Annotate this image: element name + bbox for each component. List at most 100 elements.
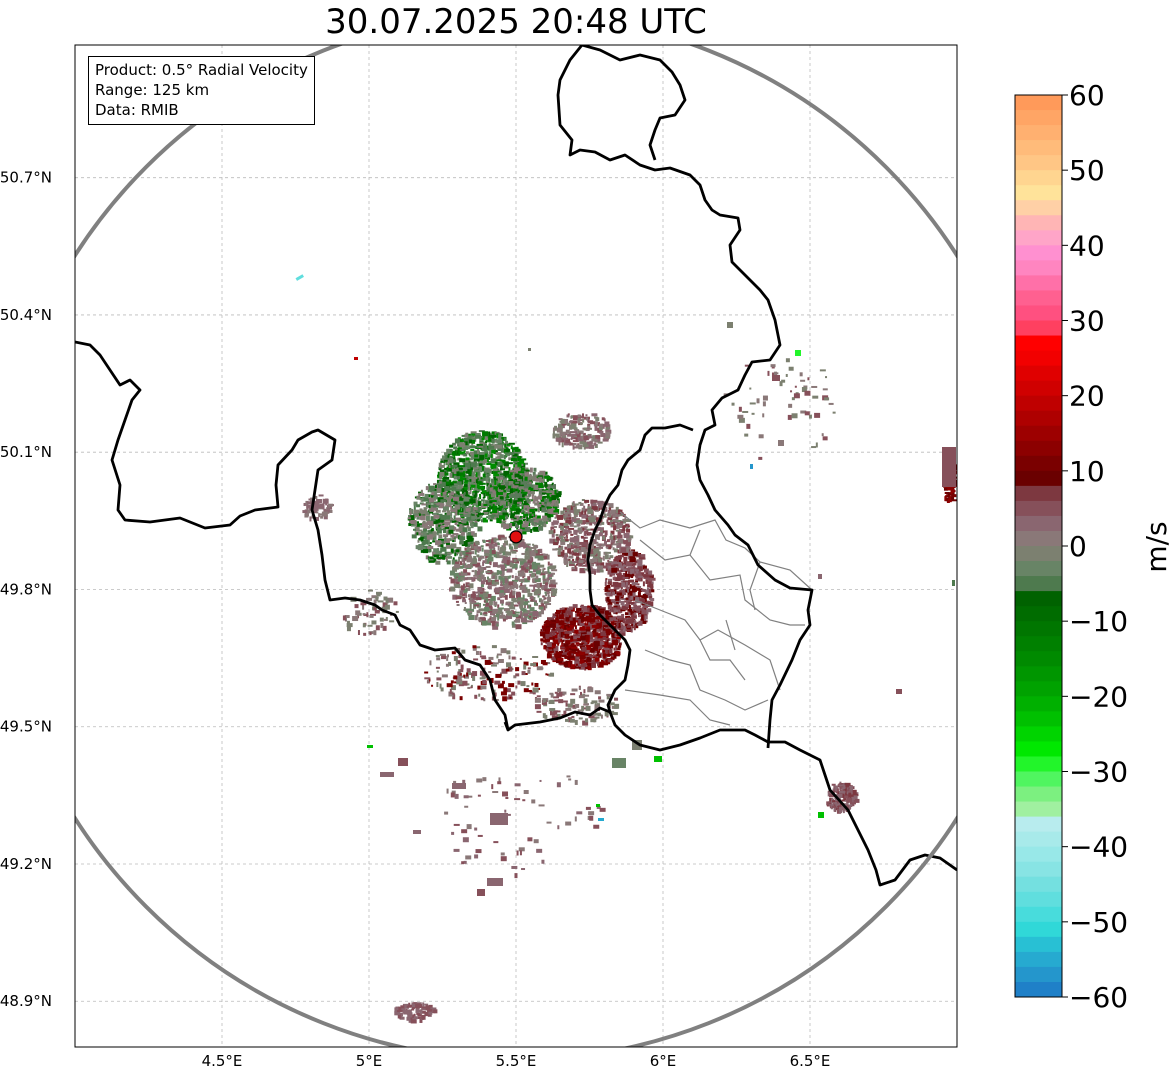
echo-cell [540, 642, 543, 646]
echo-cell [451, 546, 455, 549]
echo-cell [450, 468, 457, 474]
echo-cell [620, 625, 624, 630]
echo-cell [484, 659, 491, 665]
echo-cell [584, 499, 590, 503]
echo-cell [466, 475, 469, 481]
echo-cell [461, 434, 465, 437]
echo-cell [508, 694, 513, 697]
echo-cell [509, 575, 512, 578]
echo-cell [565, 520, 572, 525]
echo-cell [455, 468, 461, 474]
echo-cell [444, 472, 449, 476]
echo-cell [582, 607, 589, 613]
echo-cell [466, 535, 473, 540]
echo-cell [488, 471, 491, 476]
echo-cell [574, 420, 578, 424]
echo-cell [591, 413, 598, 417]
echo-cell [581, 513, 587, 519]
echo-cell [487, 578, 491, 583]
echo-cell [449, 472, 453, 478]
echo-cell [416, 521, 420, 524]
echo-cell [476, 517, 481, 521]
echo-cell [842, 808, 845, 814]
echo-cell [493, 476, 499, 481]
echo-cell [528, 493, 531, 497]
echo-cell [465, 608, 472, 613]
echo-cell [574, 666, 581, 669]
echo-cell [527, 576, 531, 581]
echo-cell [547, 594, 550, 600]
echo-cell [467, 537, 474, 542]
echo-cell [574, 719, 578, 725]
echo-cell [502, 696, 508, 702]
echo-cell [515, 481, 520, 484]
echo-cell [468, 495, 472, 498]
echo-cell [619, 574, 625, 580]
echo-cell [489, 615, 492, 618]
echo-cell [467, 563, 471, 568]
echo-cell [498, 505, 502, 511]
echo-cell [504, 688, 511, 693]
echo-cell [601, 543, 605, 547]
echo-cell [580, 635, 586, 641]
echo-cell [602, 653, 606, 659]
echo-cell [579, 527, 585, 530]
echo-cell [500, 468, 506, 471]
echo-cell [512, 584, 519, 589]
echo-cell [491, 512, 498, 515]
echo-cell [567, 548, 572, 554]
echo-cell [618, 509, 621, 512]
echo-cell [478, 463, 483, 467]
echo-cell [551, 569, 558, 572]
echo-cell [432, 512, 439, 515]
echo-cell [478, 571, 483, 576]
echo-cell [597, 441, 603, 444]
echo-cell [548, 530, 554, 535]
echo-cell [552, 433, 556, 439]
echo-cell [618, 569, 622, 575]
echo-cell [489, 563, 492, 566]
echo-cell [478, 618, 482, 622]
echo-cell [551, 623, 556, 628]
echo-cell [483, 612, 488, 615]
echo-cell [459, 561, 463, 566]
echo-cell [556, 713, 561, 719]
echo-cell [582, 527, 585, 531]
echo-cell [524, 562, 529, 568]
echo-cell [454, 512, 457, 516]
echo-cell [430, 507, 437, 511]
echo-cell [491, 515, 495, 519]
echo-cell [538, 518, 544, 521]
echo-cell [488, 601, 493, 606]
echo-cell [522, 594, 525, 600]
echo-cell [504, 443, 507, 448]
echo-cell [463, 441, 468, 446]
echo-cell [560, 625, 564, 629]
echo-cell [611, 652, 616, 655]
echo-cell [851, 798, 855, 803]
echo-cell [488, 445, 495, 450]
echo-cell [469, 600, 475, 604]
echo-cell [639, 595, 645, 598]
echo-cell [467, 583, 471, 586]
echo-cell [524, 588, 531, 593]
echo-cell [613, 525, 617, 531]
echo-cell [595, 649, 599, 652]
echo-cell [493, 547, 496, 550]
echo-cell [609, 507, 612, 511]
echo-cell [504, 558, 507, 564]
echo-cell [440, 460, 446, 463]
echo-cell [629, 535, 634, 539]
echo-cell [455, 534, 459, 539]
echo-cell [596, 548, 600, 553]
echo-cell [534, 682, 539, 687]
echo-cell [529, 515, 534, 518]
echo-cell [649, 595, 653, 600]
echo-cell [548, 650, 554, 653]
echo-cell [470, 454, 477, 460]
echo-cell [483, 493, 486, 499]
echo-cell [514, 464, 520, 468]
echo-cell [464, 547, 467, 551]
echo-cell [428, 678, 431, 682]
echo-cell [439, 481, 446, 487]
